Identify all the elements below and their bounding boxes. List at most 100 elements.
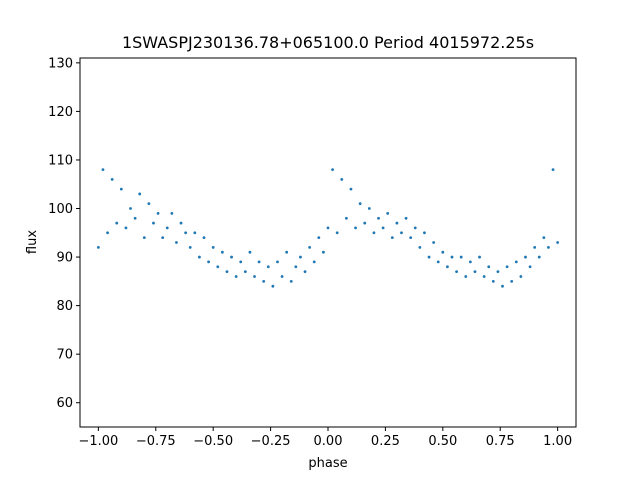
data-point [198,255,201,259]
data-point [211,245,215,249]
data-point [427,255,431,259]
data-point [524,255,527,259]
data-point [170,211,174,215]
data-point [400,231,403,235]
data-point [115,221,119,225]
data-point [367,207,371,210]
data-point [326,226,330,230]
data-point [446,265,449,269]
data-point [537,255,541,259]
x-tick-label: −0.75 [136,434,176,449]
data-point [386,211,390,215]
data-point [303,270,307,274]
data-point [152,221,155,225]
data-point [106,231,109,235]
data-point [547,245,550,249]
data-point [220,250,224,254]
x-tick-label: 0.25 [371,434,400,449]
data-point [510,279,514,283]
x-tick-label: 1.00 [543,434,572,449]
data-point [487,265,491,269]
data-point [253,275,256,278]
data-point [340,177,344,181]
y-tick-label: 70 [56,348,73,363]
y-tick-label: 120 [48,105,73,120]
data-point [381,226,385,230]
data-point [138,192,142,196]
data-point [331,168,334,172]
data-point [165,226,169,230]
data-point [409,236,413,240]
data-point [478,255,481,259]
chart-title: 1SWASPJ230136.78+065100.0 Period 4015972… [122,33,534,52]
data-point [432,241,436,244]
data-point [533,245,537,249]
data-point [188,245,192,249]
data-points [96,168,560,288]
data-point [96,245,100,249]
data-point [202,236,206,240]
data-point [473,270,477,274]
data-point [354,226,357,230]
data-point [335,231,339,235]
data-point [418,245,422,249]
data-point [519,275,523,278]
data-point [464,275,468,278]
data-point [129,207,132,210]
x-tick-label: −0.25 [251,434,291,449]
data-point [496,270,500,274]
data-point [110,177,114,181]
data-point [294,265,298,269]
data-point [312,260,316,264]
data-point [142,236,146,240]
data-point [161,236,165,240]
data-point [280,275,284,278]
data-point [455,270,458,274]
x-tick-label: 0.50 [428,434,457,449]
data-point [133,216,137,220]
data-point [299,255,302,259]
data-point [501,284,504,288]
data-point [285,250,289,254]
data-point [441,250,445,254]
data-point [505,265,509,269]
x-tick-label: 0.75 [486,434,515,449]
data-point [119,187,123,191]
data-point [225,270,229,274]
data-point [423,231,426,235]
data-point [271,284,275,288]
x-tick-label: −1.00 [78,434,118,449]
data-point [459,255,463,259]
data-point [262,279,266,283]
data-point [413,226,417,230]
data-point [358,202,362,206]
data-point [276,260,279,264]
data-point [482,275,486,278]
data-point [184,231,188,235]
y-tick-label: 110 [48,153,73,168]
data-point [243,270,247,274]
data-point [234,275,238,278]
data-point [542,236,546,240]
y-tick-label: 60 [56,396,73,411]
y-axis-label: flux [25,230,40,254]
data-point [308,245,312,249]
y-tick-label: 100 [48,202,73,217]
data-point [528,265,532,269]
data-point [436,260,440,264]
plot-frame [79,57,577,428]
x-tick-label: 0.00 [314,434,343,449]
data-point [404,216,408,220]
data-point [491,279,495,283]
data-point [175,241,178,244]
x-tick-label: −0.50 [193,434,233,449]
y-tick-label: 130 [48,56,73,71]
data-point [239,260,243,264]
data-point [101,168,105,172]
x-axis: −1.00 −0.75 −0.50 −0.25 0.00 0.25 0.50 0.75 1.00 [78,427,572,449]
data-point [289,279,293,283]
data-point [390,236,394,240]
data-point [349,187,353,191]
y-tick-label: 80 [56,299,73,314]
